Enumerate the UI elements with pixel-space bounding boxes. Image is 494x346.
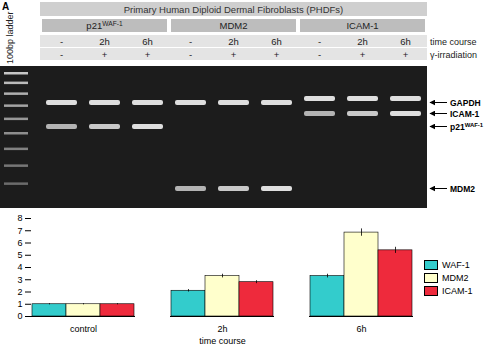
svg-text:-: - [60,36,63,47]
svg-text:γ-irradiation: γ-irradiation [430,50,477,60]
svg-text:2h: 2h [357,36,368,47]
svg-text:2h: 2h [99,36,110,47]
svg-text:2: 2 [17,287,22,297]
svg-text:6: 6 [17,238,22,248]
svg-text:+: + [145,49,151,60]
svg-text:-: - [189,49,192,60]
svg-text:time course: time course [199,336,246,346]
svg-text:2h: 2h [217,324,227,334]
svg-text:+: + [102,49,108,60]
svg-text:3: 3 [17,275,22,285]
svg-text:6h: 6h [400,36,411,47]
svg-text:5: 5 [17,250,22,260]
svg-text:ICAM-1: ICAM-1 [450,109,480,119]
svg-text:A: A [2,1,9,12]
svg-text:100bp ladder: 100bp ladder [5,11,15,64]
svg-text:7: 7 [17,226,22,236]
svg-text:GAPDH: GAPDH [450,98,481,108]
svg-text:+: + [403,49,409,60]
svg-text:control: control [70,324,97,334]
svg-text:2h: 2h [228,36,239,47]
svg-text:6h: 6h [356,324,366,334]
svg-text:+: + [231,49,237,60]
svg-text:p21WAF-1: p21WAF-1 [86,20,123,32]
svg-text:4: 4 [17,262,22,272]
svg-text:1: 1 [17,299,22,309]
svg-text:time course: time course [430,37,477,47]
svg-text:6h: 6h [271,36,282,47]
svg-text:p21WAF-1: p21WAF-1 [450,122,484,132]
svg-text:6h: 6h [142,36,153,47]
svg-text:MDM2: MDM2 [450,184,475,194]
svg-text:-: - [318,36,321,47]
svg-text:+: + [360,49,366,60]
html-text:MDM2: MDM2 [442,273,469,283]
svg-text:8: 8 [17,213,22,223]
svg-text:-: - [60,49,63,60]
svg-text:0: 0 [17,311,22,321]
svg-text:+: + [274,49,280,60]
svg-text:MDM2: MDM2 [220,20,248,31]
svg-text:-: - [189,36,192,47]
html-text:ICAM-1: ICAM-1 [442,286,473,296]
svg-text:Primary Human Diploid Dermal F: Primary Human Diploid Dermal Fibroblasts… [124,4,344,15]
html-text:WAF-1: WAF-1 [442,260,470,270]
svg-text:-: - [318,49,321,60]
svg-text:ICAM-1: ICAM-1 [346,20,378,31]
